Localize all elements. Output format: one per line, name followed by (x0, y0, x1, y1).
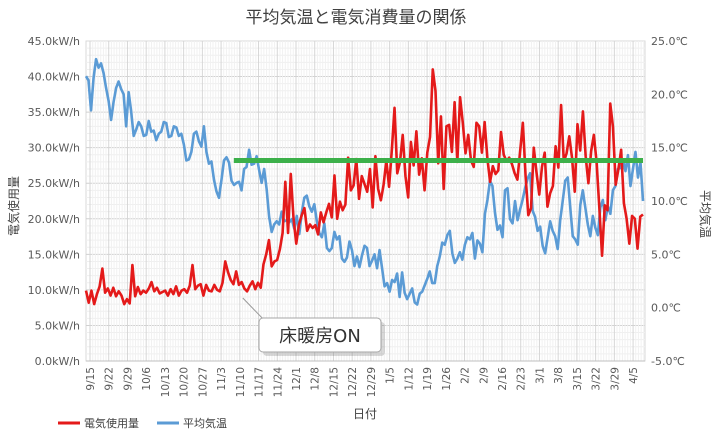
y-right-tick-label: -5.0℃ (651, 355, 685, 368)
x-tick-label: 10/13 (160, 367, 172, 397)
x-tick-label: 12/22 (347, 367, 359, 397)
legend-label-temperature: 平均気温 (183, 416, 227, 430)
x-tick-label: 12/1 (291, 367, 303, 391)
x-tick-label: 1/12 (403, 367, 415, 391)
annotation-layer: 床暖房ON (242, 297, 385, 356)
x-tick-label: 2/9 (478, 367, 490, 384)
y-right-tick-label: 10.0℃ (651, 195, 688, 208)
chart-title: 平均気温と電気消費量の関係 (246, 8, 467, 28)
y-left-tick-label: 25.0kW/h (28, 177, 80, 190)
legend-label-electricity: 電気使用量 (84, 416, 139, 430)
x-tick-label: 11/24 (272, 367, 284, 398)
x-tick-label: 11/10 (235, 367, 247, 397)
x-axis-label: 日付 (353, 407, 377, 421)
x-tick-label: 3/1 (534, 367, 546, 384)
x-tick-label: 2/16 (497, 367, 509, 391)
y-left-tick-label: 30.0kW/h (28, 142, 80, 155)
x-tick-label: 3/29 (609, 367, 621, 391)
y-left-tick-label: 45.0kW/h (28, 35, 80, 48)
x-tick-label: 9/22 (104, 367, 116, 391)
y-left-tick-label: 15.0kW/h (28, 248, 80, 261)
x-tick-label: 1/5 (385, 367, 397, 384)
annotation-text: 床暖房ON (279, 326, 361, 347)
y-axis-left-ticks: 0.0kW/h 5.0kW/h 10.0kW/h 15.0kW/h 20.0kW/h 25… (28, 35, 80, 368)
x-tick-label: 3/22 (591, 367, 603, 391)
y-left-tick-label: 10.0kW/h (28, 284, 80, 297)
x-tick-label: 12/15 (328, 367, 340, 397)
x-tick-label: 12/29 (366, 367, 378, 397)
y-right-tick-label: 5.0℃ (651, 248, 681, 261)
x-tick-label: 4/5 (628, 367, 640, 384)
y-axis-right-label: 平均気温 (698, 190, 713, 238)
x-tick-label: 10/20 (179, 367, 191, 397)
x-tick-label: 11/17 (254, 367, 266, 397)
x-tick-label: 3/15 (572, 367, 584, 391)
x-tick-label: 9/29 (122, 367, 134, 391)
grid-layer (85, 40, 646, 362)
y-left-tick-label: 20.0kW/h (28, 213, 80, 226)
x-tick-label: 12/8 (310, 367, 322, 391)
x-tick-label: 2/23 (516, 367, 528, 391)
y-right-tick-label: 0.0℃ (651, 302, 681, 315)
x-tick-label: 1/26 (441, 367, 453, 391)
x-tick-label: 2/2 (460, 367, 472, 384)
x-tick-label: 10/27 (197, 367, 209, 397)
x-tick-label: 11/3 (216, 367, 228, 391)
annotation-box (258, 317, 382, 353)
x-axis-ticks: 9/15 9/22 9/29 10/6 10/13 10/20 10/27 11/3 11/10… (85, 367, 640, 398)
x-tick-label: 9/15 (85, 367, 97, 391)
legend: 電気使用量 平均気温 (58, 416, 227, 430)
y-left-tick-label: 40.0kW/h (28, 71, 80, 84)
x-tick-label: 3/8 (553, 367, 565, 384)
y-left-tick-label: 35.0kW/h (28, 106, 80, 119)
x-tick-label: 10/6 (141, 367, 153, 391)
series-line-electricity (84, 68, 644, 306)
y-right-tick-label: 15.0℃ (651, 142, 688, 155)
y-axis-right-ticks: -5.0℃ 0.0℃ 5.0℃ 10.0℃ 15.0℃ 20.0℃ 25.0℃ (651, 35, 688, 368)
y-left-tick-label: 0.0kW/h (35, 355, 80, 368)
series-line-temperature (84, 57, 645, 306)
y-right-tick-label: 25.0℃ (651, 35, 688, 48)
y-left-tick-label: 5.0kW/h (35, 319, 80, 332)
y-axis-left-label: 電気使用量 (6, 176, 21, 236)
y-right-tick-label: 20.0℃ (651, 88, 688, 101)
series-layer (84, 57, 645, 306)
x-tick-label: 1/19 (422, 367, 434, 391)
